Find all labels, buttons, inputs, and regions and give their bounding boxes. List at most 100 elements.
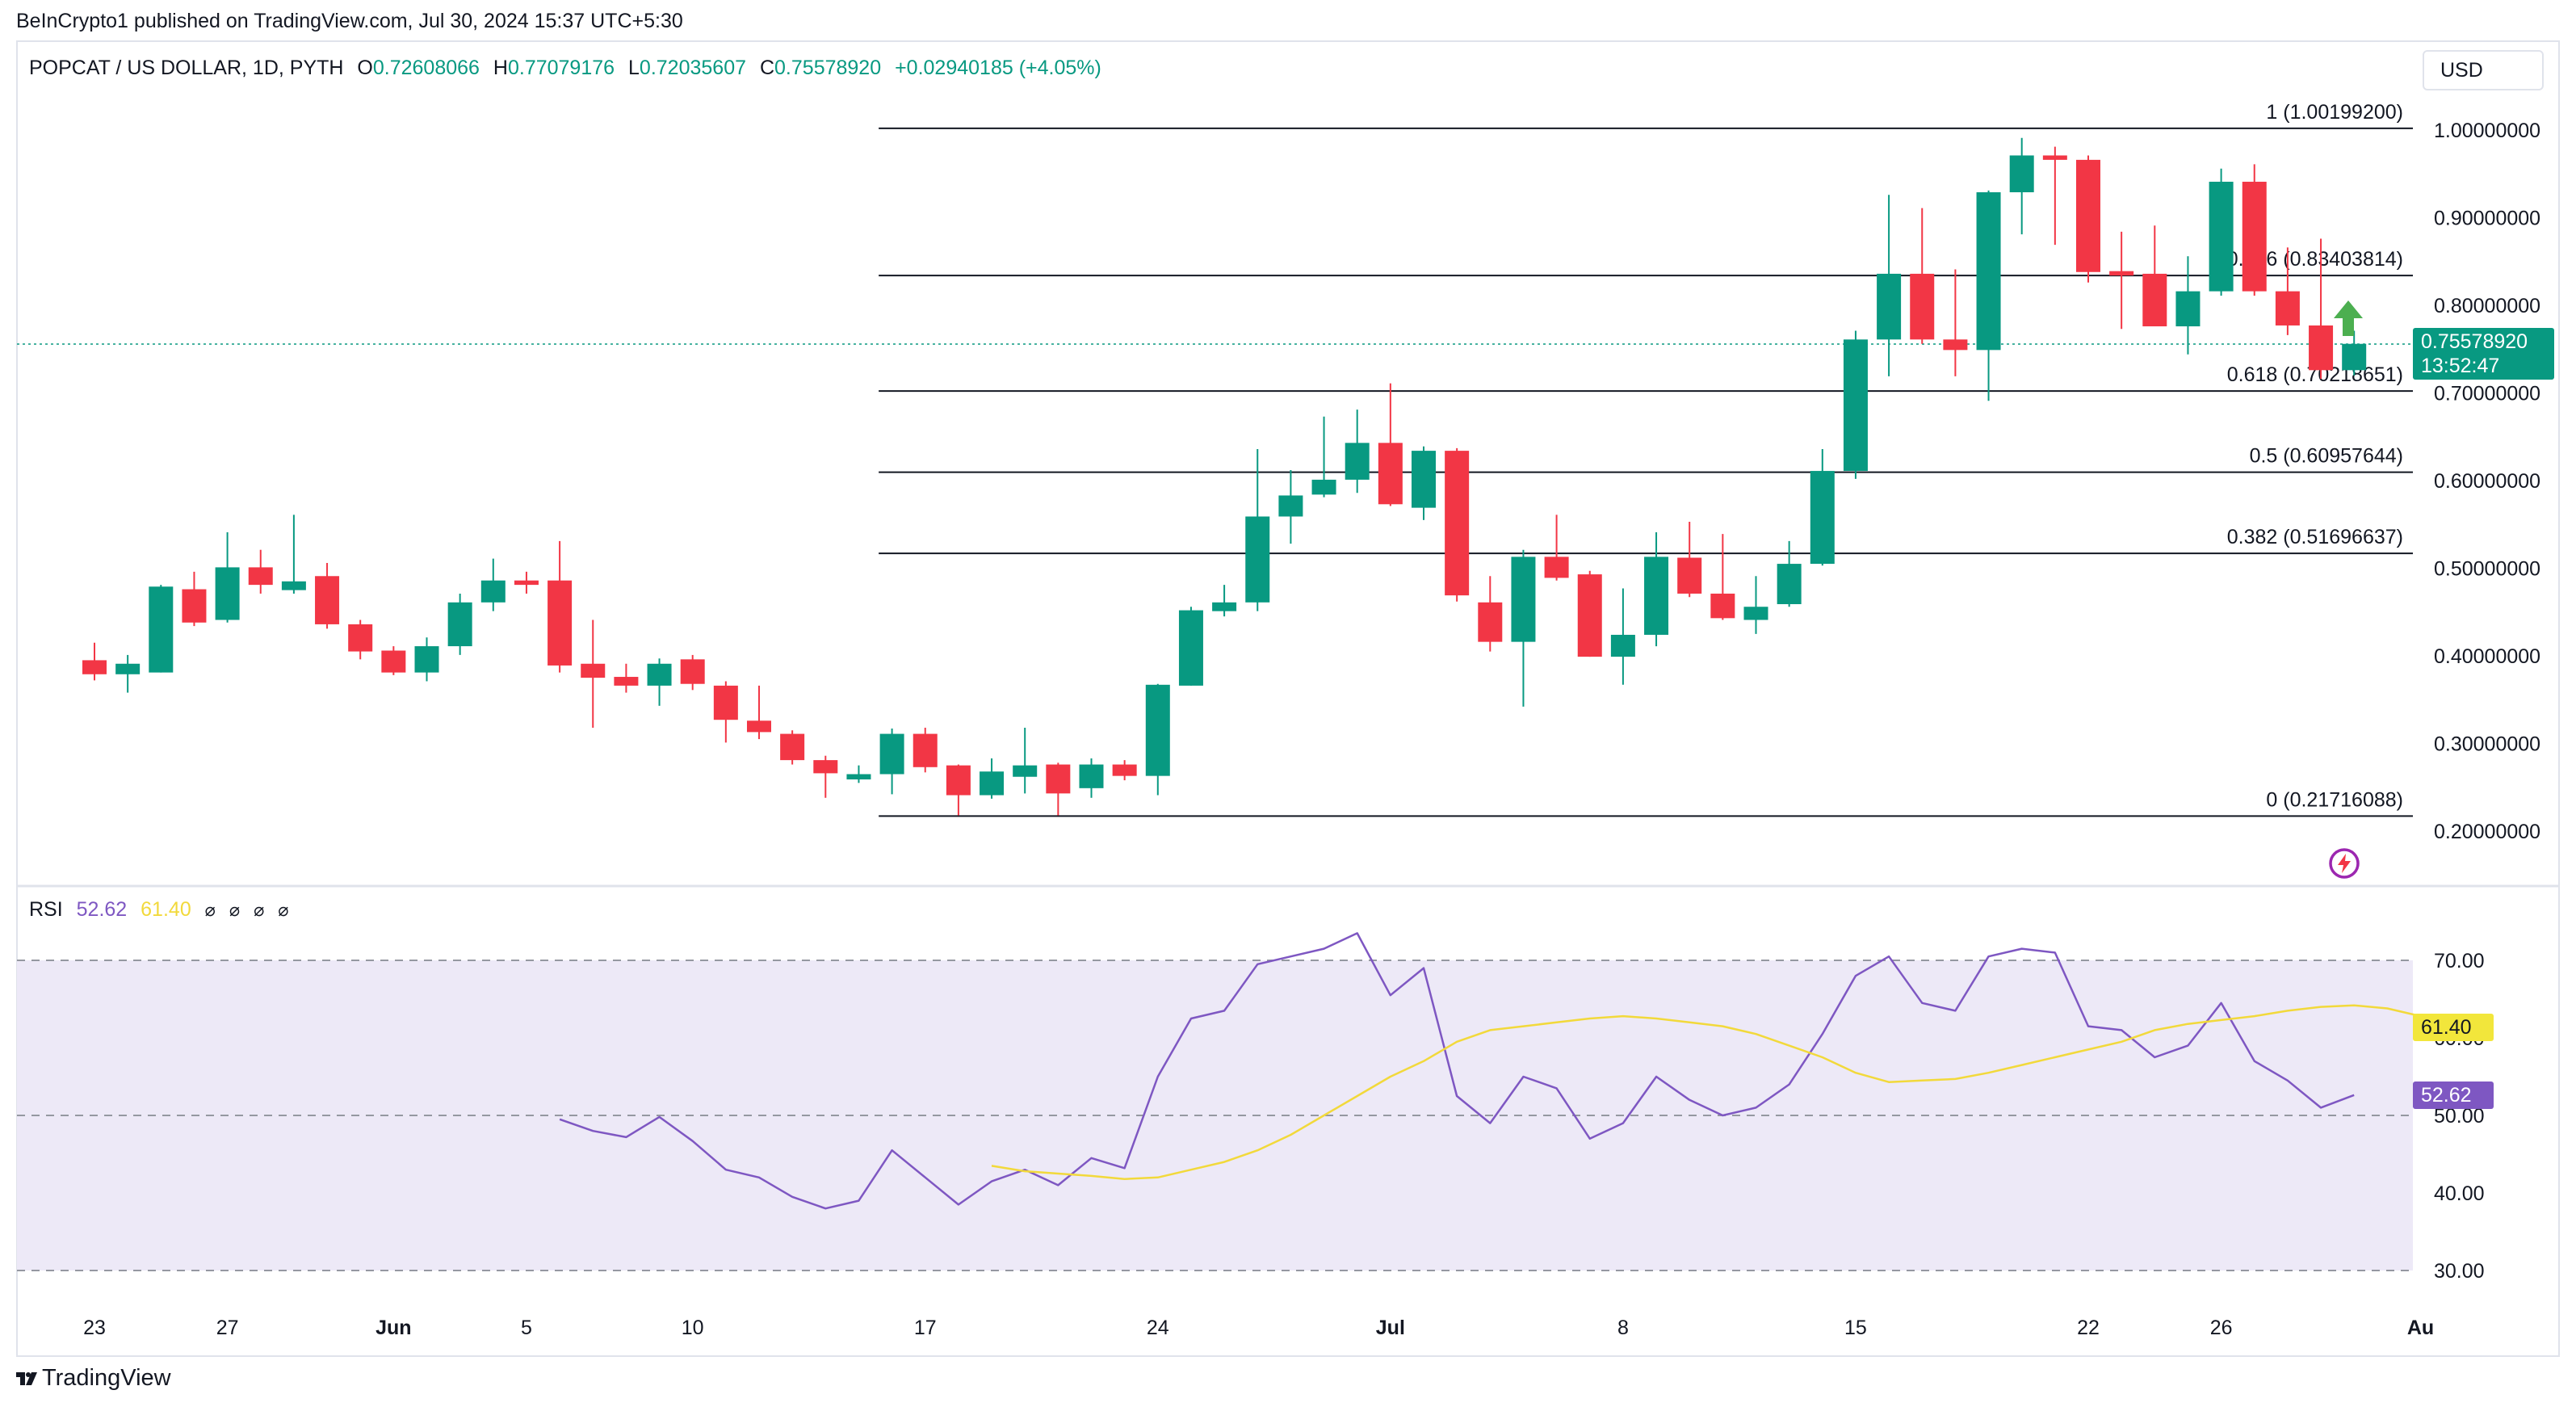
- chart-frame: [16, 40, 2560, 1357]
- candle-body: [713, 685, 738, 720]
- open-value: 0.72608066: [372, 57, 480, 79]
- candle-body: [480, 580, 506, 603]
- eye-icon[interactable]: ⌀: [229, 900, 241, 920]
- candle-body: [946, 765, 971, 796]
- candle-body: [1178, 610, 1203, 686]
- candle-body: [1544, 556, 1569, 578]
- rsi-ma-line: [991, 1004, 2455, 1180]
- candle-body: [1577, 574, 1602, 657]
- last-price-value: 0.75578920: [2421, 330, 2528, 353]
- candle-body: [1478, 602, 1503, 642]
- candle-body: [215, 567, 240, 620]
- price-tick-label: 0.90000000: [2434, 208, 2540, 230]
- candle-body: [1212, 602, 1237, 611]
- time-tick-label: 22: [2077, 1317, 2100, 1339]
- time-tick-label: 15: [1844, 1317, 1867, 1339]
- eye-icon[interactable]: ⌀: [204, 900, 216, 920]
- eye-icon[interactable]: ⌀: [278, 900, 289, 920]
- time-tick-label: 27: [216, 1317, 239, 1339]
- currency-button[interactable]: USD: [2423, 50, 2544, 90]
- candle-body: [846, 774, 871, 779]
- candle-body: [1877, 273, 1902, 340]
- candle-body: [1345, 443, 1370, 480]
- candle-body: [1677, 557, 1702, 594]
- rsi-legend: RSI 52.62 61.40 ⌀ ⌀ ⌀ ⌀: [29, 898, 289, 922]
- rsi-tick-label: 30.00: [2434, 1260, 2485, 1283]
- candle-body: [2275, 291, 2300, 326]
- candle-body: [182, 589, 207, 623]
- time-tick-label: 17: [914, 1317, 937, 1339]
- candle-body: [149, 586, 174, 673]
- candle-body: [1710, 593, 1735, 619]
- symbol-title[interactable]: POPCAT / US DOLLAR, 1D, PYTH: [29, 57, 344, 79]
- rsi-line: [559, 932, 2355, 1210]
- candle-body: [115, 663, 141, 674]
- candle-body: [879, 733, 904, 775]
- rsi-title[interactable]: RSI: [29, 898, 63, 921]
- candle-body: [2309, 325, 2334, 371]
- candle-body: [1278, 495, 1303, 517]
- bolt-icon[interactable]: [2328, 847, 2360, 880]
- open-label: O: [357, 57, 373, 79]
- up-arrow-icon: [2334, 300, 2363, 336]
- fib-label: 1 (1.00199200): [2266, 101, 2403, 124]
- time-tick-label: 8: [1617, 1317, 1629, 1339]
- rsi-value-tag: 52.62: [2413, 1081, 2494, 1109]
- time-tick-label: 23: [83, 1317, 106, 1339]
- candle-body: [647, 663, 672, 686]
- time-tick-label: Jul: [1376, 1317, 1405, 1339]
- candle-body: [447, 602, 472, 647]
- candle-body: [1046, 764, 1071, 794]
- candle-body: [680, 659, 705, 684]
- high-label: H: [493, 57, 508, 79]
- rsi-lines: [559, 932, 2455, 1210]
- candle-body: [2209, 182, 2234, 292]
- price-tick-label: 0.70000000: [2434, 383, 2540, 405]
- candle-body: [1777, 564, 1802, 604]
- candle-body: [248, 567, 273, 586]
- candle-body: [780, 733, 805, 761]
- close-value: 0.75578920: [774, 57, 882, 79]
- candle-body: [2342, 343, 2367, 371]
- candle-body: [1511, 556, 1536, 642]
- candle-body: [414, 646, 439, 673]
- candle-body: [381, 650, 406, 673]
- candle-body: [2042, 155, 2067, 160]
- candle-body: [614, 677, 639, 686]
- eye-icon[interactable]: ⌀: [254, 900, 265, 920]
- candles: [82, 137, 2367, 816]
- change-value: +0.02940185 (+4.05%): [895, 57, 1101, 79]
- symbol-legend: POPCAT / US DOLLAR, 1D, PYTH O0.72608066…: [29, 57, 1101, 80]
- price-tick-label: 0.50000000: [2434, 558, 2540, 581]
- fib-label: 0.5 (0.60957644): [2250, 445, 2403, 468]
- candle-body: [1843, 339, 1868, 472]
- fib-retracement: 1 (1.00199200)0.786 (0.83403814)0.618 (0…: [879, 101, 2413, 817]
- published-info: BeInCrypto1 published on TradingView.com…: [16, 10, 683, 32]
- price-axis: 1.00000000 0.90000000 0.80000000 0.70000000…: [2434, 120, 2540, 843]
- rsi-tick-label: 70.00: [2434, 950, 2485, 972]
- rsi-dashed-levels: [17, 960, 2413, 1271]
- candle-body: [1644, 556, 1669, 635]
- fib-label: 0.382 (0.51696637): [2227, 526, 2403, 548]
- candle-body: [1112, 764, 1137, 776]
- candle-body: [548, 580, 573, 666]
- rsi-value: 52.62: [76, 898, 128, 921]
- low-label: L: [628, 57, 640, 79]
- time-tick-label: Jun: [375, 1317, 411, 1339]
- candle-body: [315, 576, 340, 624]
- tradingview-brand[interactable]: TradingView: [16, 1365, 171, 1392]
- candle-body: [1445, 451, 1470, 596]
- candle-body: [1810, 471, 1835, 565]
- price-tick-label: 0.40000000: [2434, 645, 2540, 668]
- candle-body: [1311, 479, 1336, 495]
- candle-body: [2142, 273, 2167, 327]
- candle-body: [2175, 291, 2201, 327]
- fib-label: 0 (0.21716088): [2266, 788, 2403, 811]
- price-tick-label: 0.60000000: [2434, 470, 2540, 493]
- close-label: C: [759, 57, 775, 79]
- candle-body: [1378, 443, 1403, 505]
- price-tick-label: 0.20000000: [2434, 821, 2540, 843]
- bar-countdown: 13:52:47: [2421, 355, 2500, 377]
- low-value: 0.72035607: [639, 57, 747, 79]
